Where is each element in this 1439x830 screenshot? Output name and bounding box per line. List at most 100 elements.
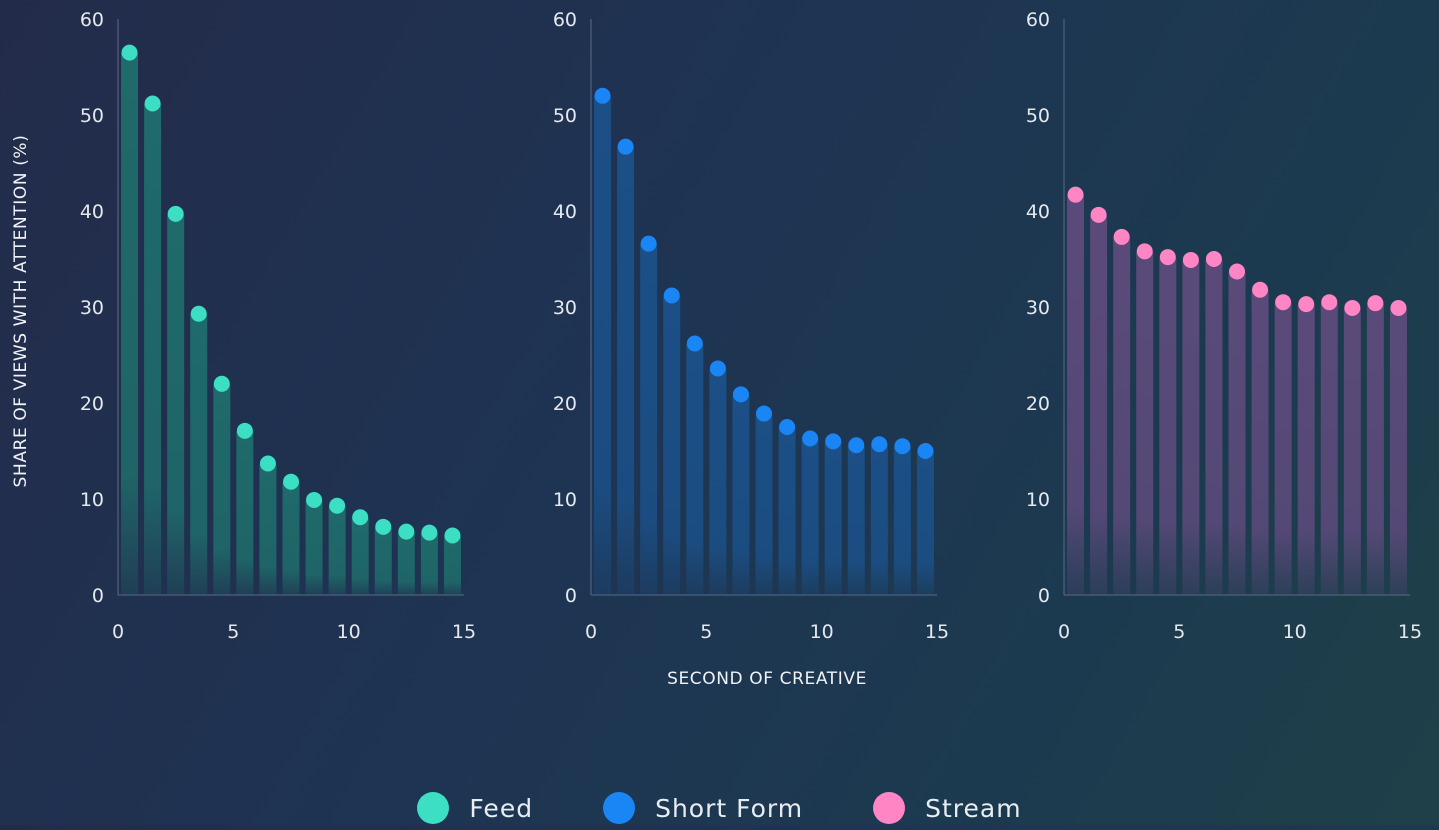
panel-short-form: 0 10 20 30 40 50 60 0 5 10 15 [553, 9, 949, 643]
data-point [1067, 186, 1084, 203]
bar [1067, 194, 1085, 595]
bar [1090, 214, 1108, 595]
data-point [1113, 228, 1130, 245]
bar [1113, 236, 1131, 596]
bar [824, 441, 842, 595]
data-point [144, 95, 161, 112]
data-point [1390, 299, 1407, 316]
data-point [1298, 296, 1315, 313]
y-tick-label: 60 [80, 9, 104, 31]
bar [617, 146, 635, 595]
data-point [1159, 249, 1176, 266]
data-point [259, 455, 276, 472]
data-point [329, 497, 346, 514]
bar [893, 446, 911, 595]
panel-stream: 0 10 20 30 40 50 60 0 5 10 15 [1026, 9, 1422, 643]
data-point [306, 491, 323, 508]
legend-label-feed: Feed [469, 793, 534, 823]
legend-item-feed[interactable]: Feed [417, 792, 533, 824]
x-tick-label: 0 [112, 621, 124, 643]
y-tick-label: 40 [80, 201, 104, 223]
feed-dot-icon [417, 792, 450, 824]
data-point [121, 44, 138, 61]
stream-dot-icon [873, 792, 906, 824]
data-point [1321, 294, 1338, 311]
data-point [398, 523, 415, 540]
y-axis-title: SHARE OF VIEWS WITH ATTENTION (%) [11, 135, 31, 488]
bar [443, 535, 461, 595]
x-tick-label: 10 [1283, 621, 1307, 643]
x-axis-title: SECOND OF CREATIVE [667, 669, 867, 689]
data-point [1182, 251, 1199, 268]
x-tick-label: 5 [1173, 621, 1185, 643]
bar [1136, 251, 1154, 595]
bar [236, 430, 254, 595]
short-form-dot-icon [603, 792, 636, 824]
x-tick-label: 15 [1398, 621, 1422, 643]
bar [663, 295, 681, 595]
y-tick-label: 40 [553, 201, 577, 223]
bar [686, 343, 704, 595]
x-tick-label: 10 [810, 621, 834, 643]
bar [732, 394, 750, 595]
data-point [594, 87, 611, 104]
data-point [802, 430, 819, 447]
data-point [871, 436, 888, 453]
data-point [686, 335, 703, 352]
bar [1366, 303, 1384, 595]
data-point [1275, 294, 1292, 311]
data-point [894, 438, 911, 455]
data-point [1229, 263, 1245, 280]
x-tick-label: 15 [925, 621, 949, 643]
data-point [421, 524, 438, 541]
data-point [825, 433, 842, 450]
data-point [1252, 281, 1269, 298]
bar [328, 505, 346, 595]
bar [1389, 307, 1407, 595]
legend-item-stream[interactable]: Stream [873, 792, 1021, 824]
bar [397, 531, 415, 595]
bar [1251, 289, 1269, 595]
data-point [917, 443, 934, 459]
y-tick-label: 10 [1026, 489, 1050, 511]
bar [1159, 257, 1177, 595]
y-tick-label: 50 [1026, 105, 1050, 127]
legend-label-short-form: Short Form [655, 793, 804, 823]
bar [1274, 302, 1292, 595]
bar [778, 427, 796, 595]
bar [351, 517, 369, 595]
data-point [640, 235, 657, 252]
y-tick-label: 10 [553, 489, 577, 511]
y-tick-label: 20 [553, 393, 577, 415]
data-point [732, 386, 749, 403]
y-tick-label: 40 [1026, 201, 1050, 223]
bar [259, 463, 277, 595]
data-point [1205, 251, 1222, 267]
x-tick-label: 5 [700, 621, 712, 643]
bar [1320, 302, 1338, 595]
bar [1182, 259, 1200, 595]
x-tick-label: 0 [585, 621, 597, 643]
y-tick-label: 60 [553, 9, 577, 31]
bar [594, 95, 612, 596]
bar [1343, 307, 1361, 595]
bar [870, 444, 888, 595]
y-tick-label: 0 [565, 585, 577, 607]
data-point [190, 305, 207, 322]
data-point [213, 375, 230, 392]
bar [709, 368, 727, 595]
data-point [709, 360, 726, 377]
legend-item-short-form[interactable]: Short Form [603, 792, 803, 824]
y-tick-label: 30 [553, 297, 577, 319]
y-tick-label: 30 [80, 297, 104, 319]
bar [916, 451, 934, 595]
data-point [848, 437, 865, 454]
x-tick-label: 10 [337, 621, 361, 643]
legend: Feed Short Form Stream [0, 786, 1439, 830]
data-point [352, 509, 369, 526]
y-tick-label: 50 [553, 105, 577, 127]
panel-feed: 0 10 20 30 40 50 60 0 5 10 15 [80, 9, 476, 643]
data-point [444, 527, 461, 544]
data-point [756, 405, 772, 422]
legend-label-stream: Stream [925, 793, 1022, 823]
